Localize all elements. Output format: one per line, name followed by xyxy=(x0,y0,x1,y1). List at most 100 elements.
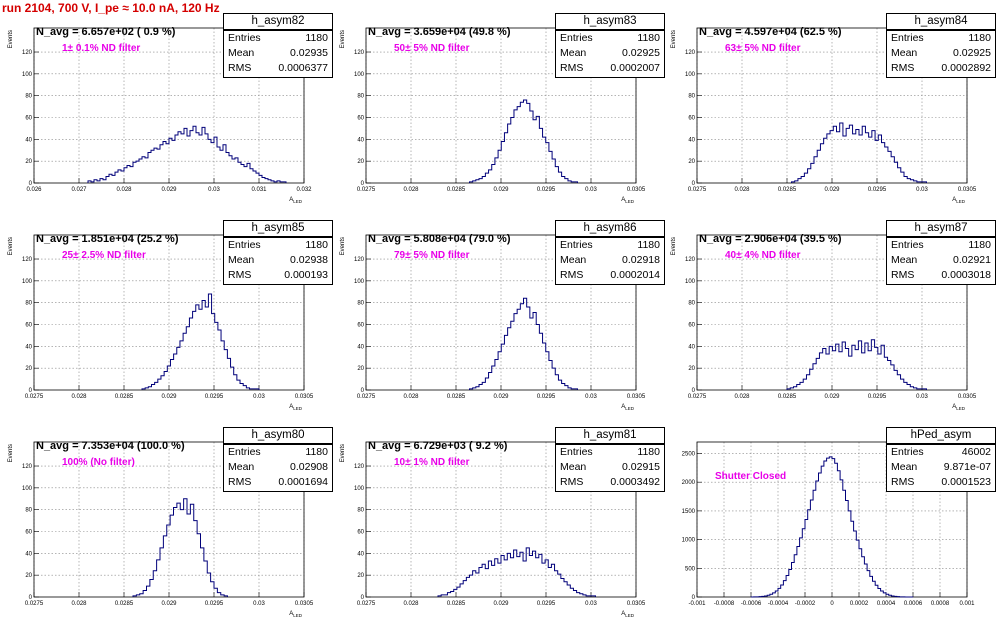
x-tick-label: 0.0295 xyxy=(868,187,887,193)
x-tick-label: 0.029 xyxy=(824,187,840,193)
stats-value: 0.02925 xyxy=(953,47,991,59)
x-tick-label: 0.0295 xyxy=(205,394,224,400)
y-tick-label: 120 xyxy=(685,257,696,263)
histogram-name: hPed_asym xyxy=(886,427,996,444)
y-tick-label: 0 xyxy=(692,181,696,187)
histogram-pad-h_asym81: 0.0275 0.028 0.0285 0.029 0.0295 0.03 0.0305 0 2… xyxy=(336,426,666,633)
stats-row-mean: Mean 0.02915 xyxy=(560,460,660,475)
y-axis-title: Events xyxy=(8,30,14,48)
histogram-name: h_asym83 xyxy=(555,13,665,30)
x-tick-label: -0.0004 xyxy=(768,601,789,607)
filter-label: 25± 2.5% ND filter xyxy=(62,250,146,261)
y-tick-label: 80 xyxy=(25,508,32,514)
stats-value: 0.0001694 xyxy=(278,476,328,488)
stats-row-entries: Entries 1180 xyxy=(560,238,660,253)
y-tick-label: 120 xyxy=(685,50,696,56)
y-tick-label: 0 xyxy=(29,181,33,187)
stats-label: Mean xyxy=(228,254,255,266)
x-tick-label: -0.0006 xyxy=(741,601,762,607)
stats-label: Entries xyxy=(891,239,924,251)
stats-value: 0.02925 xyxy=(622,47,660,59)
stats-value: 0.0003492 xyxy=(610,476,660,488)
y-tick-label: 100 xyxy=(354,279,365,285)
y-tick-label: 2000 xyxy=(682,480,696,486)
histogram-name: h_asym84 xyxy=(886,13,996,30)
y-tick-label: 40 xyxy=(25,344,32,350)
x-tick-label: 0.03 xyxy=(253,601,265,607)
stats-value: 1180 xyxy=(305,239,328,251)
stats-label: Mean xyxy=(891,254,918,266)
y-tick-label: 0 xyxy=(29,388,33,394)
filter-label: 40± 4% ND filter xyxy=(725,250,801,261)
stats-row-mean: Mean 0.02925 xyxy=(560,46,660,61)
histogram-plot: 0.0275 0.028 0.0285 0.029 0.0295 0.03 0.0305 0 2… xyxy=(671,27,977,204)
stats-row-rms: RMS 0.0002892 xyxy=(891,61,991,76)
stats-value: 0.02918 xyxy=(622,254,660,266)
y-tick-label: 100 xyxy=(22,279,33,285)
stats-label: Entries xyxy=(560,446,593,458)
stats-value: 1180 xyxy=(305,32,328,44)
stats-label: Mean xyxy=(891,47,918,59)
y-tick-label: 20 xyxy=(357,159,364,165)
x-tick-label: 0.0002 xyxy=(850,601,869,607)
histogram-plot: 0.0275 0.028 0.0285 0.029 0.0295 0.03 0.0305 0 2… xyxy=(8,441,314,618)
x-tick-label: 0.0285 xyxy=(115,394,134,400)
y-tick-label: 80 xyxy=(357,301,364,307)
stats-label: Entries xyxy=(891,446,924,458)
stats-value: 0.000193 xyxy=(284,269,328,281)
stats-box: Entries 1180 Mean 0.02935 RMS 0.0006377 xyxy=(223,30,333,78)
y-tick-label: 20 xyxy=(25,366,32,372)
histogram-name: h_asym81 xyxy=(555,427,665,444)
stats-label: RMS xyxy=(560,62,584,74)
x-tick-label: 0.0275 xyxy=(25,394,44,400)
x-tick-label: 0.0275 xyxy=(357,187,376,193)
stats-row-mean: Mean 0.02925 xyxy=(891,46,991,61)
x-axis-title: ALED xyxy=(621,404,635,411)
histogram-name: h_asym80 xyxy=(223,427,333,444)
y-tick-label: 20 xyxy=(688,159,695,165)
histogram-pad-h_asym83: 0.0275 0.028 0.0285 0.029 0.0295 0.03 0.0305 0 2… xyxy=(336,12,666,219)
x-tick-label: 0.027 xyxy=(71,187,87,193)
y-tick-label: 20 xyxy=(688,366,695,372)
x-tick-label: 0.029 xyxy=(493,601,509,607)
x-tick-label: 0.03 xyxy=(585,187,597,193)
navg-label: N_avg = 1.851e+04 (25.2 %) xyxy=(36,233,179,245)
y-tick-label: 60 xyxy=(688,323,695,329)
stats-row-rms: RMS 0.0002007 xyxy=(560,61,660,76)
y-tick-label: 20 xyxy=(25,573,32,579)
histogram-line xyxy=(437,547,596,597)
x-tick-label: 0.029 xyxy=(493,187,509,193)
x-tick-label: 0.0004 xyxy=(877,601,896,607)
x-tick-label: 0.0305 xyxy=(295,394,314,400)
y-tick-label: 120 xyxy=(22,464,33,470)
y-tick-label: 0 xyxy=(692,388,696,394)
histogram-pad-h_asym87: 0.0275 0.028 0.0285 0.029 0.0295 0.03 0.0305 0 2… xyxy=(667,219,996,426)
stats-row-mean: Mean 0.02908 xyxy=(228,460,328,475)
stats-row-rms: RMS 0.0003492 xyxy=(560,475,660,490)
navg-label: N_avg = 6.657e+02 ( 0.9 %) xyxy=(36,26,176,38)
filter-label: 1± 0.1% ND filter xyxy=(62,43,141,54)
x-tick-label: 0.028 xyxy=(403,187,419,193)
x-tick-label: 0.0275 xyxy=(688,394,707,400)
x-tick-label: 0.0305 xyxy=(958,187,977,193)
y-tick-label: 100 xyxy=(354,72,365,78)
stats-box: Entries 1180 Mean 0.02925 RMS 0.0002892 xyxy=(886,30,996,78)
histogram-pad-h_asym86: 0.0275 0.028 0.0285 0.029 0.0295 0.03 0.0305 0 2… xyxy=(336,219,666,426)
stats-value: 0.02921 xyxy=(953,254,991,266)
y-tick-label: 40 xyxy=(357,551,364,557)
y-tick-label: 40 xyxy=(25,551,32,557)
filter-label: 63± 5% ND filter xyxy=(725,43,801,54)
x-tick-label: 0.03 xyxy=(253,394,265,400)
stats-value: 1180 xyxy=(637,239,660,251)
stats-row-rms: RMS 0.0001523 xyxy=(891,475,991,490)
x-tick-label: 0.0285 xyxy=(778,394,797,400)
x-tick-label: 0.0008 xyxy=(931,601,950,607)
y-tick-label: 20 xyxy=(25,159,32,165)
stats-value: 0.0002014 xyxy=(610,269,660,281)
x-tick-label: 0.0295 xyxy=(205,601,224,607)
x-tick-label: 0.0295 xyxy=(537,601,556,607)
x-tick-label: 0.0295 xyxy=(868,394,887,400)
y-tick-label: 2500 xyxy=(682,451,696,457)
x-tick-label: 0.0285 xyxy=(778,187,797,193)
x-tick-label: 0.0305 xyxy=(295,601,314,607)
